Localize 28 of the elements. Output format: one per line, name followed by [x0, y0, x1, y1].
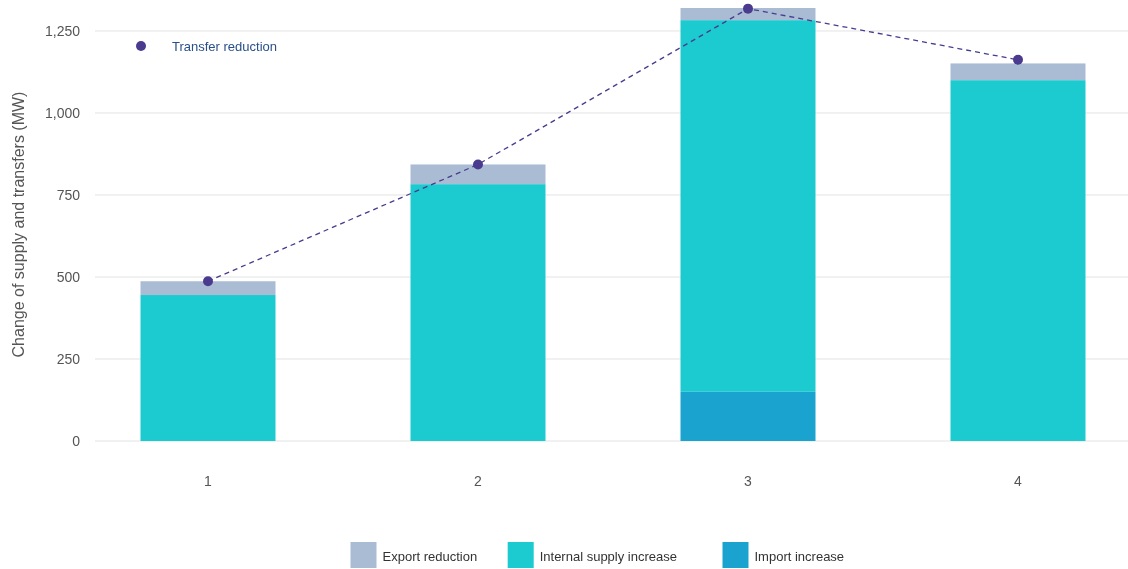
- bar: [680, 391, 816, 441]
- legend-label: Export reduction: [382, 548, 478, 564]
- bar: [950, 80, 1086, 441]
- bar: [680, 8, 816, 21]
- legend-label: Internal supply increase: [539, 548, 678, 564]
- y-tick-label: 250: [56, 350, 81, 367]
- point: [743, 3, 753, 14]
- x-tick-label: 2: [474, 473, 483, 489]
- legend-label: Import increase: [754, 548, 845, 564]
- bar: [410, 184, 546, 441]
- bar: [410, 164, 546, 185]
- y-axis-title: Change of supply and transfers (MW): [10, 91, 27, 358]
- point: [203, 276, 213, 287]
- bar: [680, 20, 816, 392]
- y-tick-label: 1,250: [44, 22, 81, 39]
- x-tick-label: 1: [204, 473, 213, 489]
- y-tick-label: 0: [72, 432, 81, 449]
- bar: [140, 295, 276, 441]
- y-tick-label: 750: [56, 186, 81, 203]
- x-tick-label: 4: [1014, 473, 1023, 489]
- bar: [140, 281, 276, 296]
- y-tick-label: 1,000: [44, 104, 81, 121]
- point: [473, 159, 483, 170]
- y-tick-label: 500: [56, 268, 81, 285]
- x-tick-label: 3: [744, 473, 753, 489]
- bar: [950, 63, 1086, 81]
- legend-label: Transfer reduction: [172, 38, 278, 54]
- point: [1013, 54, 1023, 65]
